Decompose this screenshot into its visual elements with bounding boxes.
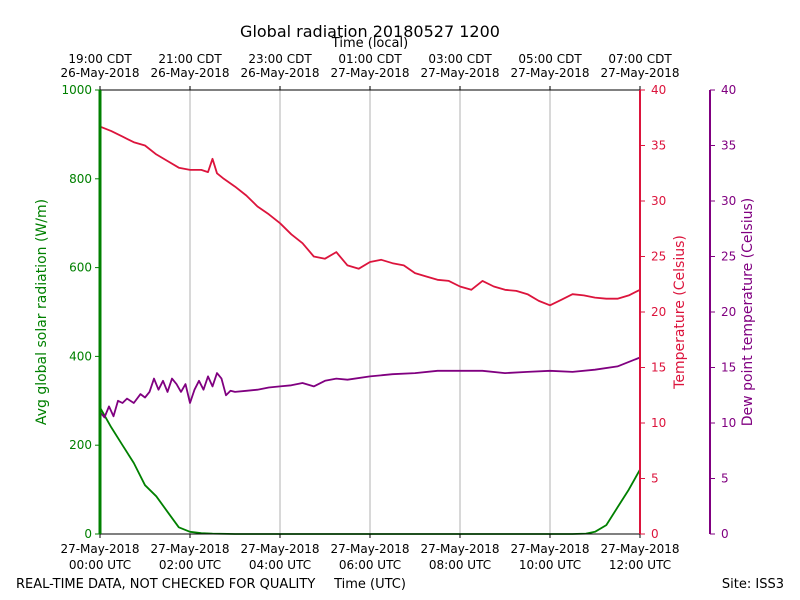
x-tick-time: 10:00 UTC	[519, 558, 581, 572]
top-tick-date: 27-May-2018	[420, 66, 499, 80]
x-tick-date: 27-May-2018	[600, 542, 679, 556]
radiation-tick-label: 600	[69, 261, 92, 275]
temperature-tick-label: 0	[651, 527, 659, 541]
top-tick-time: 21:00 CDT	[158, 52, 222, 66]
axes	[95, 86, 715, 538]
temperature-tick-label: 30	[651, 194, 666, 208]
gridlines	[189, 90, 551, 534]
chart-title: Global radiation 20180527 1200	[240, 22, 500, 41]
x-tick-time: 00:00 UTC	[69, 558, 131, 572]
top-tick-date: 26-May-2018	[150, 66, 229, 80]
radiation-tick-label: 200	[69, 438, 92, 452]
top-tick-date: 27-May-2018	[330, 66, 409, 80]
radiation-tick-label: 1000	[61, 83, 92, 97]
x-axis-label: Time (UTC)	[333, 577, 406, 592]
dewpoint-tick-label: 35	[721, 139, 736, 153]
site-label: Site: ISS3	[722, 577, 784, 592]
tick-labels: 27-May-2018 00:00 UTC 27-May-2018 02:00 UTC…	[60, 52, 736, 572]
temperature-tick-label: 40	[651, 83, 666, 97]
dewpoint-tick-label: 10	[721, 416, 736, 430]
top-axis-title: Time (local)	[331, 36, 408, 51]
top-tick-time: 03:00 CDT	[428, 52, 492, 66]
dewpoint-tick-label: 5	[721, 472, 729, 486]
quality-disclaimer: REAL-TIME DATA, NOT CHECKED FOR QUALITY	[16, 577, 315, 592]
x-tick-time: 08:00 UTC	[429, 558, 491, 572]
top-tick-date: 26-May-2018	[60, 66, 139, 80]
radiation-tick-label: 800	[69, 172, 92, 186]
x-tick-date: 27-May-2018	[240, 542, 319, 556]
temperature-axis-label: Temperature (Celsius)	[672, 235, 688, 390]
top-tick-time: 19:00 CDT	[68, 52, 132, 66]
temperature-series-line	[99, 125, 641, 307]
x-tick-date: 27-May-2018	[60, 542, 139, 556]
top-tick-time: 23:00 CDT	[248, 52, 312, 66]
x-tick-time: 06:00 UTC	[339, 558, 401, 572]
temperature-tick-label: 10	[651, 416, 666, 430]
x-tick-date: 27-May-2018	[420, 542, 499, 556]
dewpoint-tick-label: 40	[721, 83, 736, 97]
top-tick-time: 05:00 CDT	[518, 52, 582, 66]
temperature-tick-label: 20	[651, 305, 666, 319]
top-tick-date: 27-May-2018	[510, 66, 589, 80]
temperature-tick-label: 35	[651, 139, 666, 153]
temperature-tick-label: 5	[651, 472, 659, 486]
temperature-tick-label: 15	[651, 361, 666, 375]
x-tick-time: 04:00 UTC	[249, 558, 311, 572]
x-tick-date: 27-May-2018	[330, 542, 409, 556]
radiation-axis-label: Avg global solar radiation (W/m)	[34, 199, 50, 425]
dewpoint-tick-label: 25	[721, 250, 736, 264]
radiation-tick-label: 0	[84, 527, 92, 541]
x-tick-date: 27-May-2018	[510, 542, 589, 556]
radiation-tick-label: 400	[69, 349, 92, 363]
dewpoint-series-line	[99, 356, 641, 419]
dewpoint-axis-label: Dew point temperature (Celsius)	[740, 198, 756, 426]
x-tick-time: 02:00 UTC	[159, 558, 221, 572]
dewpoint-tick-label: 0	[721, 527, 729, 541]
dewpoint-tick-label: 15	[721, 361, 736, 375]
temperature-tick-label: 25	[651, 250, 666, 264]
top-tick-time: 01:00 CDT	[338, 52, 402, 66]
top-tick-date: 26-May-2018	[240, 66, 319, 80]
x-tick-time: 12:00 UTC	[609, 558, 671, 572]
x-tick-date: 27-May-2018	[150, 542, 229, 556]
dewpoint-tick-label: 20	[721, 305, 736, 319]
dewpoint-tick-label: 30	[721, 194, 736, 208]
top-tick-date: 27-May-2018	[600, 66, 679, 80]
top-tick-time: 07:00 CDT	[608, 52, 672, 66]
